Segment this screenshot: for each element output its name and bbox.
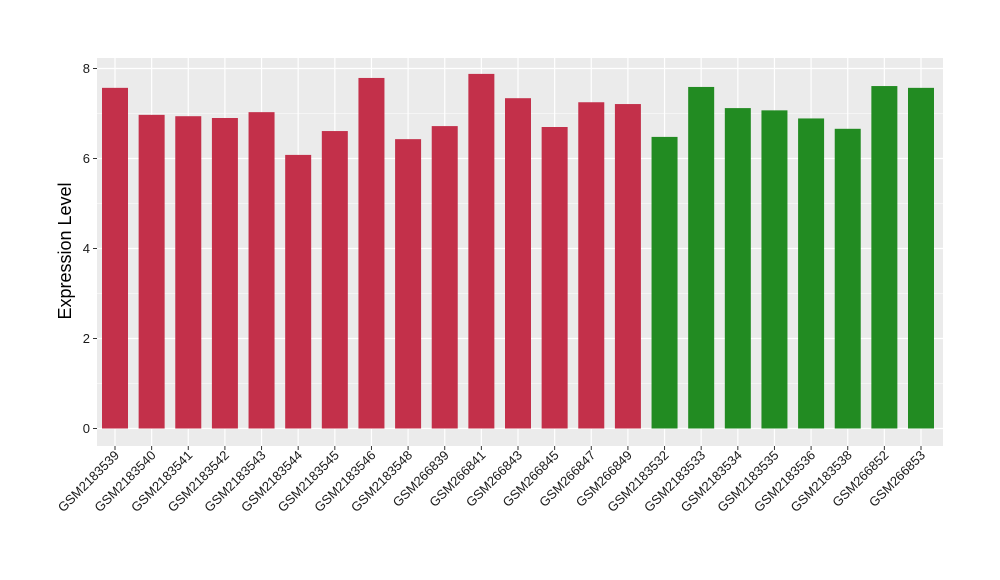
bar-GSM2183539 [102, 87, 128, 429]
bar-GSM2183545 [321, 131, 348, 429]
y-tick-label: 2 [83, 331, 90, 346]
bar-GSM266849 [614, 104, 641, 429]
bar-GSM266841 [468, 73, 495, 429]
x-axis: GSM2183539GSM2183540GSM2183541GSM2183542… [55, 446, 928, 515]
bar-GSM2183533 [688, 86, 715, 429]
bar-GSM266853 [908, 87, 934, 429]
y-tick-label: 0 [83, 421, 90, 436]
y-axis: 0 2 4 6 8 [83, 61, 97, 436]
bar-GSM2183538 [834, 128, 861, 429]
y-axis-title: Expression Level [55, 182, 75, 319]
bars [102, 73, 934, 429]
bar-GSM2183542 [211, 118, 238, 429]
bar-GSM2183535 [761, 110, 788, 429]
bar-GSM2183548 [395, 139, 422, 429]
bar-GSM2183540 [138, 114, 165, 429]
bar-GSM2183546 [358, 77, 385, 429]
bar-GSM2183536 [798, 118, 825, 429]
y-tick-label: 8 [83, 61, 90, 76]
bar-GSM266839 [431, 126, 458, 429]
bar-GSM2183541 [175, 116, 202, 429]
y-tick-label: 6 [83, 151, 90, 166]
bar-GSM266843 [505, 98, 531, 429]
y-tick-label: 4 [83, 241, 90, 256]
bar-GSM266845 [541, 127, 568, 429]
bar-GSM2183534 [724, 108, 751, 429]
bar-GSM2183543 [248, 112, 275, 429]
bar-GSM2183544 [285, 154, 312, 429]
bar-GSM266847 [578, 102, 605, 429]
bar-GSM2183532 [651, 136, 678, 429]
bar-GSM266852 [871, 86, 898, 429]
